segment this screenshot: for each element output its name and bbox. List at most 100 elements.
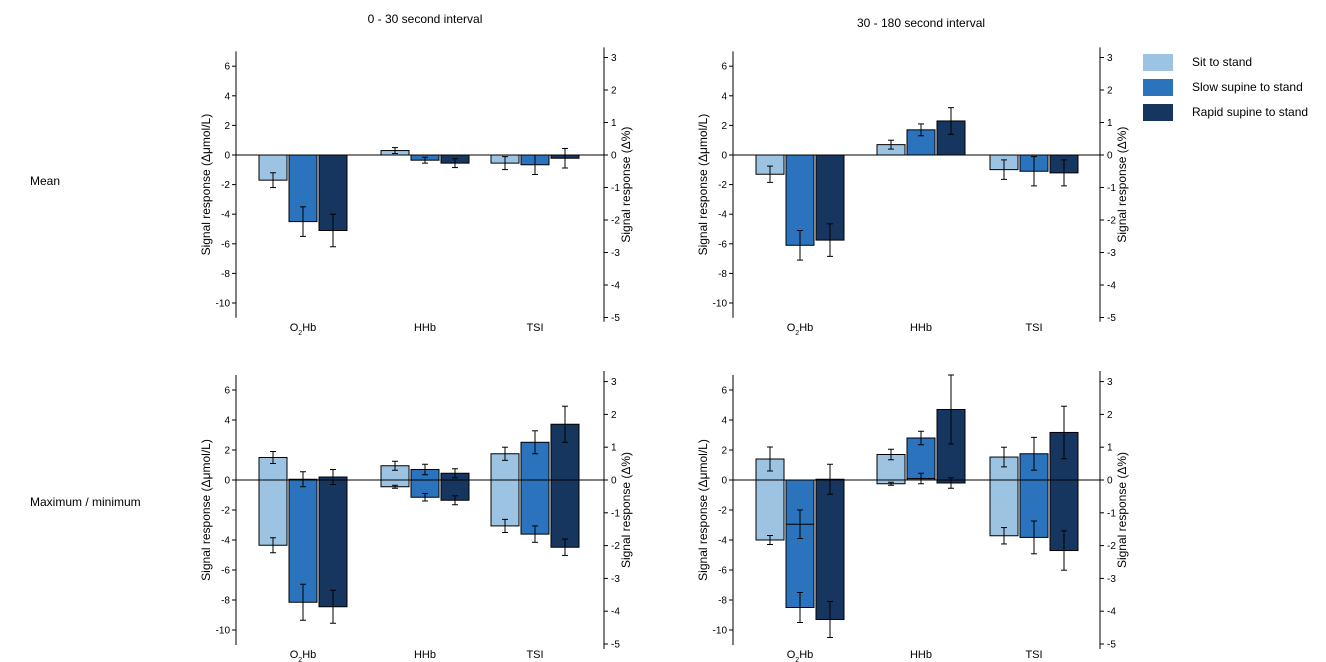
y-tick-label-left: 4 (721, 416, 727, 427)
y-tick-label-left: -10 (713, 626, 728, 637)
legend-swatch-slow-supine-to-stand (1143, 79, 1173, 96)
y-tick-label-left: 6 (721, 62, 727, 73)
bar (785, 479, 815, 608)
legend-swatch-sit-to-stand (1143, 54, 1173, 71)
y-tick-label-right: -2 (611, 541, 620, 552)
y-tick-label-right: 1 (611, 118, 617, 129)
y-tick-label-left: -8 (221, 269, 230, 280)
y-tick-label-right: 0 (611, 476, 617, 487)
y-tick-label-left: 2 (721, 446, 727, 457)
y-tick-label-right: -3 (1107, 248, 1116, 259)
category-label: TSI (1025, 649, 1042, 661)
y-tick-label-right: 3 (611, 53, 617, 64)
y-tick-label-left: -8 (718, 269, 727, 280)
legend-swatch-rapid-supine-to-stand (1143, 104, 1173, 121)
y-tick-label-right: 0 (611, 151, 617, 162)
y-tick-label-right: -5 (1107, 313, 1116, 324)
y-tick-label-right: 2 (1107, 410, 1113, 421)
y-tick-label-right: -4 (1107, 281, 1116, 292)
y-axis-label-left: Signal response (Δμmol/L) (199, 439, 213, 581)
y-tick-label-right: 2 (611, 410, 617, 421)
category-label: O2Hb (787, 649, 814, 662)
y-tick-label-left: -2 (718, 180, 727, 191)
y-tick-label-left: -6 (221, 566, 230, 577)
y-tick-label-right: 1 (611, 443, 617, 454)
y-tick-label-left: -6 (718, 239, 727, 250)
y-tick-label-right: -1 (611, 508, 620, 519)
row-label-max-min: Maximum / minimum (30, 495, 141, 509)
y-tick-label-right: 0 (1107, 476, 1113, 487)
y-tick-label-right: -5 (1107, 640, 1116, 651)
legend: Sit to stand Slow supine to stand Rapid … (1143, 54, 1308, 121)
legend-label-rapid-supine-to-stand: Rapid supine to stand (1192, 105, 1308, 119)
y-tick-label-right: 1 (1107, 118, 1113, 129)
y-axis-label-left: Signal response (Δμmol/L) (696, 114, 710, 256)
y-tick-label-left: -10 (713, 299, 728, 310)
category-label: O2Hb (290, 649, 317, 662)
y-tick-label-right: -3 (1107, 574, 1116, 585)
y-tick-label-right: 2 (611, 86, 617, 97)
y-tick-label-left: 6 (721, 386, 727, 397)
y-tick-label-left: -2 (221, 506, 230, 517)
y-tick-label-left: -4 (718, 536, 727, 547)
y-tick-label-left: 6 (224, 62, 230, 73)
y-tick-label-left: -8 (718, 596, 727, 607)
bar (550, 423, 580, 548)
bar (815, 478, 845, 620)
bar (989, 456, 1019, 537)
category-label: TSI (526, 649, 543, 661)
y-tick-label-left: -2 (221, 180, 230, 191)
y-tick-label-left: -4 (221, 536, 230, 547)
bar (318, 476, 348, 608)
category-label: HHb (414, 322, 436, 334)
category-label: TSI (1025, 322, 1042, 334)
y-tick-label-right: -1 (1107, 183, 1116, 194)
y-tick-label-left: 4 (224, 91, 230, 102)
y-axis-label-right: Signal response (Δ%) (1115, 127, 1129, 243)
y-tick-label-left: -4 (718, 210, 727, 221)
y-tick-label-left: 0 (721, 476, 727, 487)
y-tick-label-left: 0 (224, 476, 230, 487)
y-tick-label-right: -4 (611, 281, 620, 292)
y-axis-label-right: Signal response (Δ%) (619, 127, 633, 243)
y-tick-label-left: 0 (224, 151, 230, 162)
y-tick-label-right: 0 (1107, 151, 1113, 162)
y-tick-label-left: -2 (718, 506, 727, 517)
column-title-2: 30 - 180 second interval (857, 16, 985, 30)
y-tick-label-right: -3 (611, 574, 620, 585)
y-tick-label-left: 2 (721, 121, 727, 132)
y-tick-label-left: -6 (221, 239, 230, 250)
row-label-mean: Mean (30, 174, 60, 188)
y-tick-label-right: 2 (1107, 86, 1113, 97)
chart-panel-3: 6 4 2 0 -2 -4 -6 -8 -10 3 2 1 0 -1 -2 -3 -4 -5 Signal resp… (199, 371, 633, 662)
y-tick-label-left: 2 (224, 446, 230, 457)
y-tick-label-right: -3 (611, 248, 620, 259)
chart-panel-2: 6 4 2 0 -2 -4 -6 -8 -10 3 2 1 0 -1 -2 -3 -4 -5 Signal resp… (696, 47, 1129, 336)
bar (258, 457, 288, 546)
y-tick-label-left: -10 (216, 299, 231, 310)
y-tick-label-left: 0 (721, 151, 727, 162)
y-axis-label-right: Signal response (Δ%) (1115, 452, 1129, 568)
y-tick-label-right: -1 (1107, 508, 1116, 519)
y-tick-label-left: 4 (721, 91, 727, 102)
chart-panel-1: 6 4 2 0 -2 -4 -6 -8 -10 3 2 1 0 -1 -2 -3 -4 -5 Signal resp… (199, 47, 633, 336)
y-tick-label-right: -1 (611, 183, 620, 194)
category-label: O2Hb (787, 322, 814, 337)
category-label: O2Hb (290, 322, 317, 337)
y-axis-label-left: Signal response (Δμmol/L) (199, 114, 213, 256)
category-label: HHb (910, 322, 932, 334)
y-tick-label-right: -4 (611, 607, 620, 618)
y-tick-label-right: -2 (1107, 541, 1116, 552)
y-tick-label-left: -4 (221, 210, 230, 221)
bar (490, 453, 520, 527)
y-tick-label-left: -8 (221, 596, 230, 607)
y-tick-label-right: -2 (611, 216, 620, 227)
y-tick-label-right: -5 (611, 313, 620, 324)
category-label: HHb (910, 649, 932, 661)
y-tick-label-right: 3 (1107, 53, 1113, 64)
y-tick-label-left: -6 (718, 566, 727, 577)
legend-label-sit-to-stand: Sit to stand (1192, 55, 1252, 69)
y-tick-label-right: -5 (611, 640, 620, 651)
